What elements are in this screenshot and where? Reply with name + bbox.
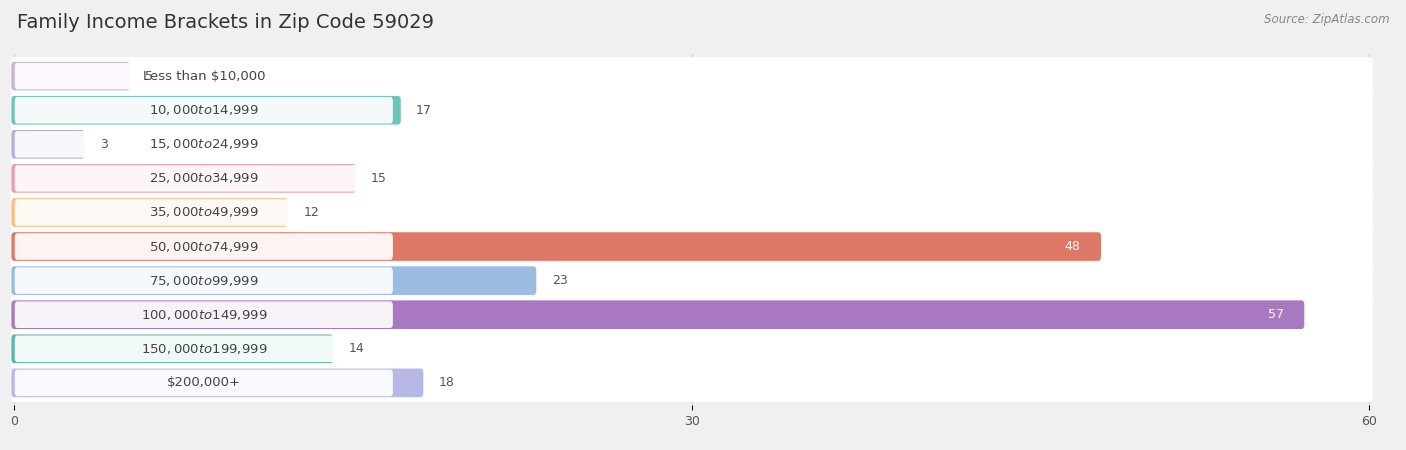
FancyBboxPatch shape bbox=[14, 233, 392, 260]
FancyBboxPatch shape bbox=[11, 364, 1372, 402]
FancyBboxPatch shape bbox=[11, 301, 1305, 329]
FancyBboxPatch shape bbox=[14, 369, 392, 396]
Text: 18: 18 bbox=[439, 376, 454, 389]
Text: $150,000 to $199,999: $150,000 to $199,999 bbox=[141, 342, 267, 356]
FancyBboxPatch shape bbox=[11, 125, 1372, 163]
FancyBboxPatch shape bbox=[14, 267, 392, 294]
FancyBboxPatch shape bbox=[11, 232, 1101, 261]
FancyBboxPatch shape bbox=[11, 194, 1372, 232]
Text: 12: 12 bbox=[304, 206, 319, 219]
Text: 57: 57 bbox=[1268, 308, 1284, 321]
Text: $10,000 to $14,999: $10,000 to $14,999 bbox=[149, 103, 259, 117]
Text: 3: 3 bbox=[100, 138, 108, 151]
FancyBboxPatch shape bbox=[11, 261, 1372, 300]
FancyBboxPatch shape bbox=[14, 63, 392, 90]
Text: Less than $10,000: Less than $10,000 bbox=[142, 70, 266, 83]
FancyBboxPatch shape bbox=[14, 199, 392, 226]
FancyBboxPatch shape bbox=[14, 131, 392, 158]
Text: Family Income Brackets in Zip Code 59029: Family Income Brackets in Zip Code 59029 bbox=[17, 14, 434, 32]
Text: $100,000 to $149,999: $100,000 to $149,999 bbox=[141, 308, 267, 322]
FancyBboxPatch shape bbox=[11, 227, 1372, 266]
FancyBboxPatch shape bbox=[11, 130, 84, 158]
Text: $200,000+: $200,000+ bbox=[167, 376, 240, 389]
FancyBboxPatch shape bbox=[11, 164, 356, 193]
Text: $15,000 to $24,999: $15,000 to $24,999 bbox=[149, 137, 259, 151]
FancyBboxPatch shape bbox=[11, 159, 1372, 198]
Text: 15: 15 bbox=[371, 172, 387, 185]
FancyBboxPatch shape bbox=[11, 330, 1372, 368]
FancyBboxPatch shape bbox=[14, 302, 392, 328]
FancyBboxPatch shape bbox=[14, 336, 392, 362]
FancyBboxPatch shape bbox=[11, 369, 423, 397]
Text: 48: 48 bbox=[1064, 240, 1080, 253]
FancyBboxPatch shape bbox=[11, 62, 129, 90]
FancyBboxPatch shape bbox=[11, 96, 401, 125]
Text: $35,000 to $49,999: $35,000 to $49,999 bbox=[149, 206, 259, 220]
Text: $25,000 to $34,999: $25,000 to $34,999 bbox=[149, 171, 259, 185]
Text: 23: 23 bbox=[551, 274, 568, 287]
Text: 5: 5 bbox=[145, 70, 153, 83]
FancyBboxPatch shape bbox=[11, 57, 1372, 95]
FancyBboxPatch shape bbox=[11, 334, 333, 363]
FancyBboxPatch shape bbox=[11, 198, 288, 227]
FancyBboxPatch shape bbox=[11, 266, 536, 295]
Text: $50,000 to $74,999: $50,000 to $74,999 bbox=[149, 239, 259, 253]
Text: $75,000 to $99,999: $75,000 to $99,999 bbox=[149, 274, 259, 288]
FancyBboxPatch shape bbox=[14, 165, 392, 192]
FancyBboxPatch shape bbox=[11, 296, 1372, 334]
Text: 17: 17 bbox=[416, 104, 432, 117]
FancyBboxPatch shape bbox=[11, 91, 1372, 129]
Text: Source: ZipAtlas.com: Source: ZipAtlas.com bbox=[1264, 14, 1389, 27]
FancyBboxPatch shape bbox=[14, 97, 392, 123]
Text: 14: 14 bbox=[349, 342, 364, 355]
